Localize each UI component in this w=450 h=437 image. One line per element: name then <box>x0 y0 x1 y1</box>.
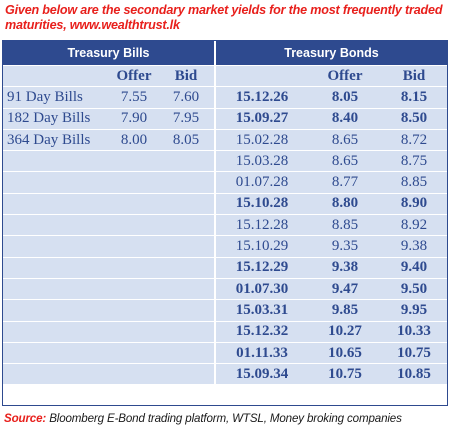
bond-bid: 10.33 <box>397 323 431 340</box>
bonds-bid-heading: Bid <box>402 67 426 84</box>
bond-row: 15.12.32 10.27 10.33 <box>216 321 447 343</box>
bill-offer: 7.55 <box>120 88 148 105</box>
bill-empty-row <box>3 172 214 194</box>
treasury-bills-header: Treasury Bills <box>3 41 214 65</box>
bond-offer: 9.47 <box>331 280 359 297</box>
table-caption: Given below are the secondary market yie… <box>5 3 443 32</box>
bond-bid: 8.85 <box>400 174 428 191</box>
bills-offer-heading: Offer <box>116 67 152 84</box>
bill-empty-row <box>3 364 214 386</box>
bond-bid: 9.40 <box>400 259 428 276</box>
bill-empty-row <box>3 193 214 216</box>
bond-offer: 9.85 <box>331 301 359 318</box>
bill-bid: 7.60 <box>172 88 200 105</box>
bond-bid: 9.95 <box>400 301 428 318</box>
bond-offer: 10.75 <box>328 365 362 382</box>
bond-bid: 10.75 <box>397 344 431 361</box>
treasury-bills-column: Offer Bid 91 Day Bills 7.55 7.60 182 Day Bi… <box>3 66 214 386</box>
bond-offer: 9.38 <box>331 259 359 276</box>
bill-empty-row <box>3 215 214 237</box>
bond-bid: 8.15 <box>400 88 428 105</box>
bond-offer: 8.65 <box>331 152 359 169</box>
bill-empty-row <box>3 300 214 322</box>
bond-maturity: 15.09.27 <box>235 110 289 127</box>
bill-empty-row <box>3 257 214 279</box>
bond-row: 15.09.34 10.75 10.85 <box>216 364 447 386</box>
bond-maturity: 15.12.29 <box>235 259 289 276</box>
bond-maturity: 15.12.26 <box>235 88 289 105</box>
bond-maturity: 15.12.28 <box>235 216 289 233</box>
bond-offer: 10.65 <box>328 344 362 361</box>
bond-offer: 8.85 <box>331 216 359 233</box>
bond-row: 15.12.28 8.85 8.92 <box>216 215 447 237</box>
bond-offer: 8.80 <box>331 195 359 212</box>
bill-empty-row <box>3 278 214 301</box>
bond-bid: 8.72 <box>400 131 428 148</box>
bond-maturity: 15.10.29 <box>235 238 289 255</box>
source-note: Source: Bloomberg E-Bond trading platfor… <box>4 412 448 425</box>
bill-empty-row <box>3 321 214 343</box>
bill-bid: 7.95 <box>172 110 200 127</box>
bond-row: 15.10.29 9.35 9.38 <box>216 236 447 258</box>
bond-maturity: 01.07.28 <box>235 174 289 191</box>
bond-maturity: 01.11.33 <box>236 344 288 361</box>
bond-row: 01.07.30 9.47 9.50 <box>216 278 447 301</box>
bond-row: 15.10.28 8.80 8.90 <box>216 193 447 216</box>
bond-bid: 10.85 <box>397 365 431 382</box>
bills-column-headings: Offer Bid <box>3 66 214 88</box>
bill-row: 91 Day Bills 7.55 7.60 <box>3 87 214 109</box>
bond-row: 15.09.27 8.40 8.50 <box>216 108 447 130</box>
bond-bid: 8.90 <box>400 195 428 212</box>
bond-bid: 9.38 <box>400 238 428 255</box>
bill-offer: 8.00 <box>120 131 148 148</box>
bonds-offer-heading: Offer <box>327 67 363 84</box>
bond-offer: 8.65 <box>331 131 359 148</box>
treasury-bonds-column: Offer Bid 15.12.26 8.05 8.15 15.09.27 8.40 8.… <box>216 66 447 386</box>
source-text: Bloomberg E-Bond trading platform, WTSL,… <box>46 412 402 425</box>
bond-maturity: 15.12.32 <box>235 323 289 340</box>
bond-offer: 8.05 <box>331 88 359 105</box>
bond-bid: 8.92 <box>400 216 428 233</box>
bond-maturity: 15.10.28 <box>235 195 289 212</box>
bond-offer: 9.35 <box>331 238 359 255</box>
source-label: Source: <box>4 412 47 425</box>
bond-maturity: 15.03.31 <box>235 301 289 318</box>
bond-maturity: 15.03.28 <box>235 152 289 169</box>
bill-name: 364 Day Bills <box>7 131 91 148</box>
bill-offer: 7.90 <box>120 110 148 127</box>
yields-table: Treasury Bills Treasury Bonds Offer Bid … <box>2 40 448 406</box>
bond-row: 15.12.29 9.38 9.40 <box>216 257 447 279</box>
bond-maturity: 15.02.28 <box>235 131 289 148</box>
bill-row: 182 Day Bills 7.90 7.95 <box>3 108 214 130</box>
bond-offer: 10.27 <box>328 323 362 340</box>
bills-bid-heading: Bid <box>174 67 198 84</box>
bond-bid: 9.50 <box>400 280 428 297</box>
bond-row: 15.03.28 8.65 8.75 <box>216 151 447 173</box>
bill-empty-row <box>3 236 214 258</box>
bond-offer: 8.77 <box>331 174 359 191</box>
bond-row: 01.07.28 8.77 8.85 <box>216 172 447 194</box>
treasury-bonds-header: Treasury Bonds <box>216 41 447 65</box>
bill-bid: 8.05 <box>172 131 200 148</box>
bond-bid: 8.50 <box>400 110 428 127</box>
bond-row: 01.11.33 10.65 10.75 <box>216 342 447 365</box>
bonds-column-headings: Offer Bid <box>216 66 447 88</box>
bond-row: 15.12.26 8.05 8.15 <box>216 87 447 109</box>
bond-maturity: 01.07.30 <box>235 280 289 297</box>
bond-maturity: 15.09.34 <box>235 365 289 382</box>
bond-row: 15.03.31 9.85 9.95 <box>216 300 447 322</box>
bond-bid: 8.75 <box>400 152 428 169</box>
bill-name: 91 Day Bills <box>7 88 83 105</box>
bond-row: 15.02.28 8.65 8.72 <box>216 129 447 152</box>
bill-empty-row <box>3 151 214 173</box>
bill-empty-row <box>3 342 214 365</box>
bill-name: 182 Day Bills <box>7 110 91 127</box>
bill-row: 364 Day Bills 8.00 8.05 <box>3 129 214 152</box>
bond-offer: 8.40 <box>331 110 359 127</box>
